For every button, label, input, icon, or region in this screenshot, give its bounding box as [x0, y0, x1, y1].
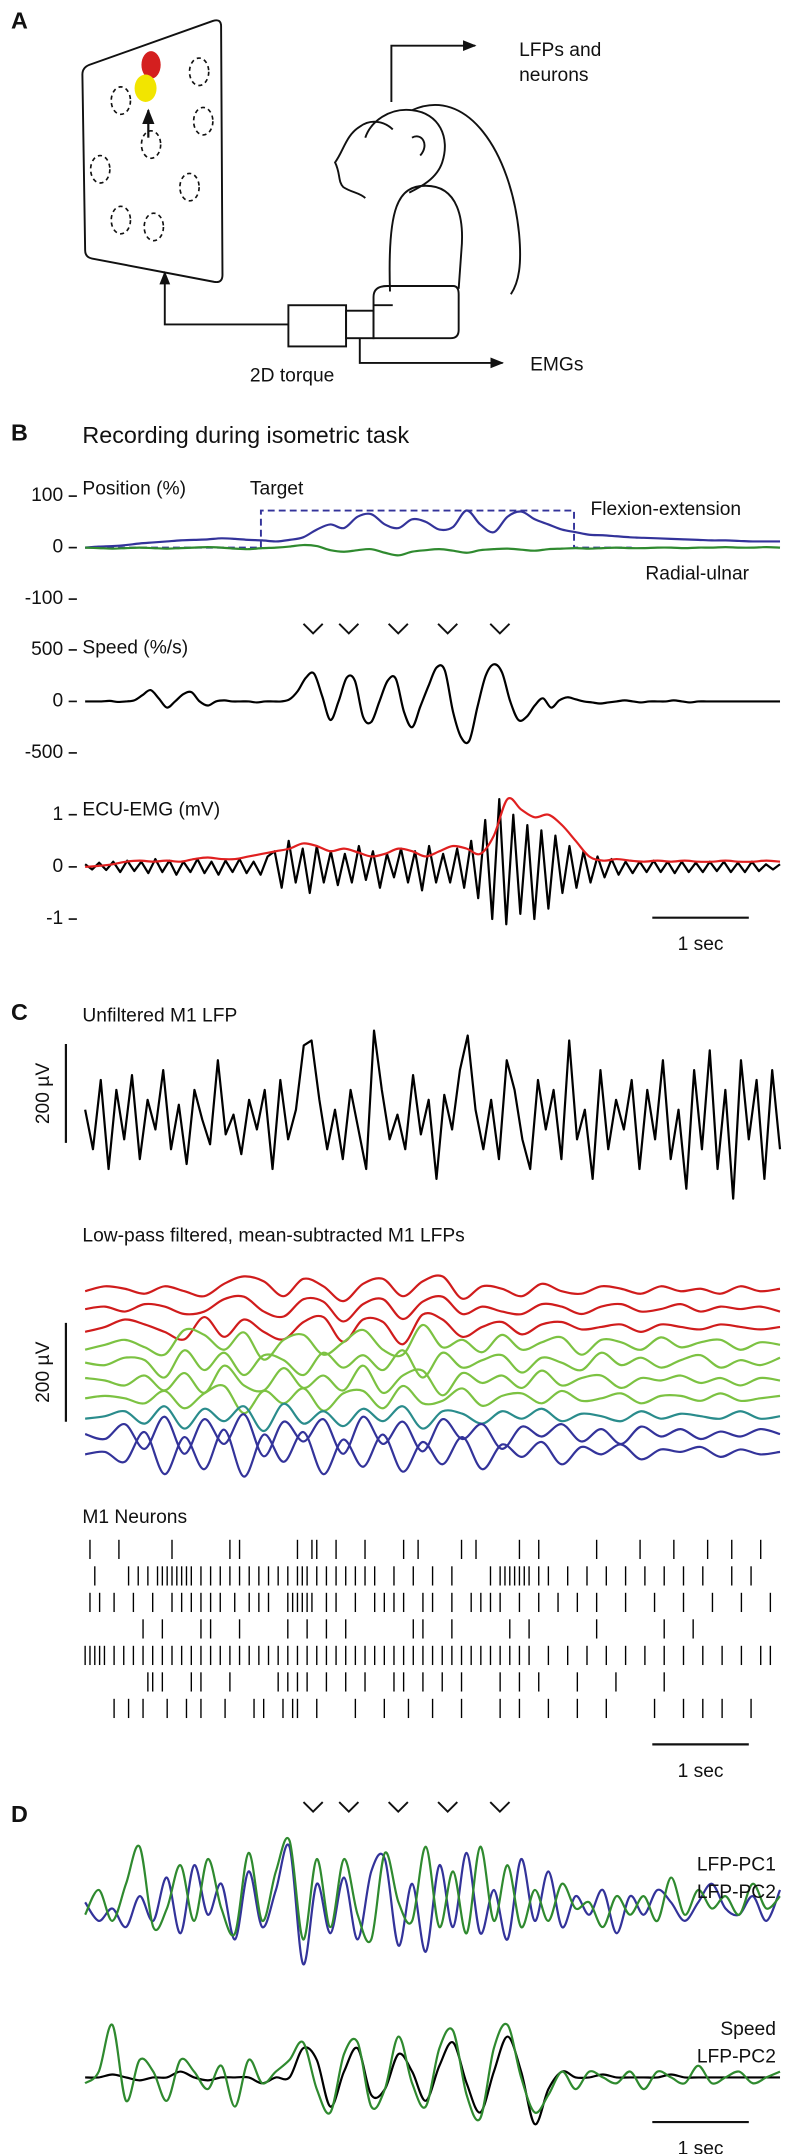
- emg-label: EMGs: [530, 355, 583, 376]
- panel-title: Recording during isometric task: [82, 422, 409, 448]
- trace: [84, 2022, 781, 2122]
- chart-title: M1 Neurons: [82, 1507, 187, 1528]
- trace: [84, 1384, 781, 1415]
- y-tick-label: 100: [31, 485, 63, 506]
- trace: [84, 1274, 781, 1303]
- neural-arrow: [390, 40, 477, 102]
- trace: [85, 1402, 781, 1433]
- trace: [85, 1364, 781, 1397]
- y-tick-label: -1: [46, 908, 63, 929]
- movement-markers: [302, 1801, 511, 1814]
- trace: [85, 543, 781, 557]
- task-diagram: LFPs and neurons 2D torque EMGs: [81, 19, 601, 387]
- handle: [345, 309, 375, 340]
- legend-label: LFP-PC2: [697, 1882, 776, 1903]
- chart-title: Position (%): [82, 478, 186, 499]
- emg-arrow: [358, 338, 504, 369]
- trace: [84, 1323, 781, 1361]
- legend-label: LFP-PC1: [697, 1854, 776, 1875]
- neural-label: neurons: [519, 65, 588, 86]
- monkey: [333, 104, 522, 295]
- neural-label: LFPs and: [519, 40, 601, 61]
- scale-bar-label: 1 sec: [678, 2139, 724, 2154]
- trace: [84, 1413, 781, 1458]
- legend-label: Speed: [720, 2019, 776, 2040]
- screen: [81, 19, 224, 284]
- y-tick-label: 0: [52, 537, 63, 558]
- y-tick-label: 0: [52, 690, 63, 711]
- y-tick-label: 1: [52, 804, 63, 825]
- trace: [84, 1836, 781, 1943]
- cursor: [134, 74, 157, 102]
- scale-bar-label: 200 µV: [33, 1341, 54, 1402]
- scale-bar-label: 200 µV: [33, 1063, 54, 1124]
- y-tick-label: 0: [52, 856, 63, 877]
- trace: [85, 797, 781, 868]
- chart-title: Low-pass filtered, mean-subtracted M1 LF…: [82, 1225, 464, 1246]
- trace: [84, 797, 781, 926]
- trace: [84, 1428, 781, 1478]
- panel-label: A: [11, 8, 28, 34]
- torque-sensor: [287, 304, 348, 348]
- movement-markers: [302, 623, 511, 635]
- trace: [85, 2035, 781, 2126]
- arm-cast: [372, 285, 460, 340]
- chart-title: Unfiltered M1 LFP: [82, 1006, 237, 1027]
- torque-label: 2D torque: [250, 366, 334, 387]
- chart-title: ECU-EMG (mV): [82, 800, 220, 821]
- scale-bar-label: 1 sec: [678, 934, 724, 955]
- trace: [84, 1843, 782, 1966]
- trace: [84, 1294, 781, 1323]
- torque-arrow: [159, 270, 289, 326]
- panel-label: D: [11, 1801, 28, 1827]
- trace: [84, 1349, 781, 1379]
- legend-label: Flexion-extension: [591, 499, 742, 520]
- target: [141, 51, 161, 79]
- panel-label: B: [11, 419, 28, 445]
- trace: [84, 1311, 781, 1346]
- y-tick-label: -100: [25, 588, 63, 609]
- trace: [85, 509, 781, 549]
- panel-label: C: [11, 999, 28, 1025]
- trace: [84, 1029, 782, 1200]
- legend-label: Radial-ulnar: [645, 563, 749, 584]
- y-tick-label: -500: [25, 742, 63, 763]
- y-tick-label: 500: [31, 639, 63, 660]
- scale-bar-label: 1 sec: [678, 1761, 724, 1782]
- trace: [85, 663, 781, 745]
- legend-label: LFP-PC2: [697, 2047, 776, 2068]
- chart-title: Speed (%/s): [82, 638, 188, 659]
- annotation: Target: [250, 478, 304, 499]
- targets: [89, 57, 214, 242]
